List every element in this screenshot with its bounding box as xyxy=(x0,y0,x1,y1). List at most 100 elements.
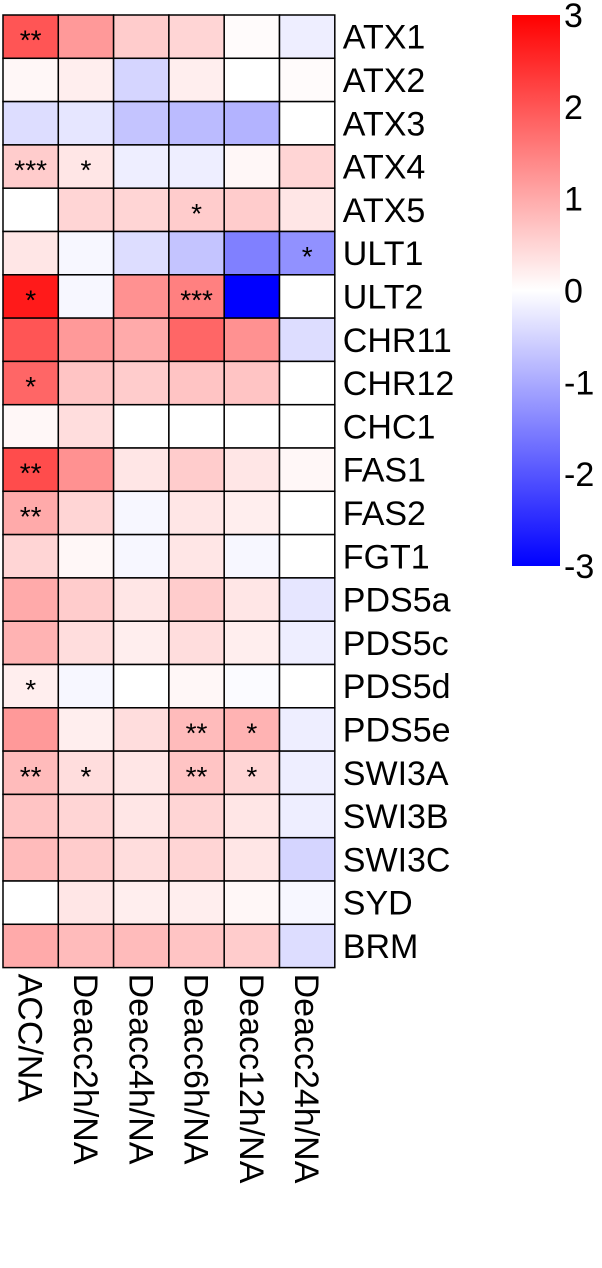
heatmap-cell xyxy=(223,100,281,146)
heatmap-cells xyxy=(2,14,336,969)
heatmap-cell xyxy=(2,620,60,666)
heatmap-cell xyxy=(2,14,60,60)
heatmap-cell xyxy=(278,880,336,926)
significance-mark: *** xyxy=(180,284,213,315)
heatmap-cell xyxy=(112,880,170,926)
column-label: Deacc4h/NA xyxy=(121,974,159,1165)
row-label: BRM xyxy=(343,928,419,966)
heatmap-cell xyxy=(112,230,170,276)
row-label: PDS5c xyxy=(343,625,449,663)
legend-tick-label: -3 xyxy=(564,548,594,586)
heatmap-cell xyxy=(2,923,60,969)
heatmap-cell xyxy=(112,707,170,752)
row-label: CHR11 xyxy=(343,322,452,360)
heatmap-cell xyxy=(57,836,115,882)
heatmap-cell xyxy=(57,317,115,363)
row-label: SWI3C xyxy=(343,841,451,879)
row-label: ATX1 xyxy=(343,19,426,57)
heatmap-cell xyxy=(57,793,115,839)
row-label: FAS2 xyxy=(343,495,426,533)
heatmap-cell xyxy=(112,403,170,449)
heatmap-cell xyxy=(57,707,115,752)
row-label: SYD xyxy=(343,885,413,923)
heatmap-cell xyxy=(112,836,170,882)
heatmap-cell xyxy=(223,447,281,493)
row-label: ATX5 xyxy=(343,192,426,230)
heatmap-cell xyxy=(112,923,170,969)
row-label: SWI3A xyxy=(343,755,449,793)
heatmap-cell xyxy=(57,663,115,709)
heatmap-cell xyxy=(168,14,225,60)
column-label: Deacc2h/NA xyxy=(66,974,104,1165)
heatmap-cell xyxy=(112,750,170,796)
significance-mark: ** xyxy=(20,25,42,56)
row-label: PDS5a xyxy=(343,582,451,620)
heatmap-cell xyxy=(112,533,170,579)
heatmap-cell xyxy=(168,750,225,796)
heatmap-cell xyxy=(168,836,225,882)
heatmap-cell xyxy=(223,533,281,579)
heatmap-cell xyxy=(168,707,225,752)
column-label: ACC/NA xyxy=(11,974,49,1103)
significance-mark: * xyxy=(80,761,91,792)
heatmap-cell xyxy=(57,403,115,449)
heatmap-cell xyxy=(112,144,170,189)
heatmap-cell xyxy=(112,100,170,146)
heatmap-cell xyxy=(57,360,115,406)
heatmap-cell xyxy=(223,750,281,796)
significance-mark: * xyxy=(302,241,313,272)
significance-mark: * xyxy=(246,717,257,748)
heatmap-cell xyxy=(223,663,281,709)
heatmap-cell xyxy=(168,923,225,969)
heatmap-cell xyxy=(223,880,281,926)
row-label: ATX3 xyxy=(343,105,426,143)
heatmap-cell xyxy=(57,880,115,926)
heatmap-cell xyxy=(2,707,60,752)
heatmap-cell xyxy=(57,923,115,969)
significance-mark: ** xyxy=(186,717,208,748)
heatmap-cell xyxy=(168,317,225,363)
significance-mark: ** xyxy=(20,501,42,532)
heatmap-cell xyxy=(2,793,60,839)
heatmap-cell xyxy=(223,360,281,406)
heatmap-cell xyxy=(278,403,336,449)
column-label: Deacc12h/NA xyxy=(232,974,270,1184)
heatmap-cell xyxy=(223,230,281,276)
row-label: ATX2 xyxy=(343,62,426,100)
heatmap-cell xyxy=(2,490,60,536)
significance-marks: ***** **** *********** *** * ** * xyxy=(14,25,312,792)
heatmap-cell xyxy=(2,230,60,276)
heatmap-cell xyxy=(112,274,170,319)
heatmap-cell xyxy=(112,447,170,493)
color-scale-bar xyxy=(512,15,560,566)
significance-mark: *** xyxy=(14,155,47,186)
significance-mark: * xyxy=(25,284,36,315)
significance-mark: * xyxy=(80,155,91,186)
heatmap-cell xyxy=(168,57,225,103)
row-label: PDS5e xyxy=(343,711,451,749)
heatmap-cell xyxy=(278,57,336,103)
heatmap-cell xyxy=(57,620,115,666)
row-label: FGT1 xyxy=(343,538,430,576)
heatmap-cell xyxy=(57,14,115,60)
heatmap-cell xyxy=(2,533,60,579)
column-label: Deacc6h/NA xyxy=(177,974,215,1165)
heatmap-cell xyxy=(168,880,225,926)
heatmap-cell xyxy=(112,360,170,406)
heatmap-cell xyxy=(223,836,281,882)
heatmap-cell xyxy=(278,274,336,319)
heatmap-cell xyxy=(278,707,336,752)
heatmap-cell xyxy=(2,836,60,882)
row-label: ULT1 xyxy=(343,235,424,273)
significance-mark: * xyxy=(191,198,202,229)
heatmap-cell xyxy=(57,100,115,146)
row-label: CHR12 xyxy=(343,365,454,403)
heatmap-cell xyxy=(278,577,336,622)
heatmap-cell xyxy=(223,620,281,666)
heatmap-cell xyxy=(223,490,281,536)
heatmap-cell xyxy=(223,577,281,622)
heatmap-cell xyxy=(2,403,60,449)
heatmap-cell xyxy=(168,447,225,493)
heatmap-cell xyxy=(168,663,225,709)
significance-mark: * xyxy=(246,761,257,792)
